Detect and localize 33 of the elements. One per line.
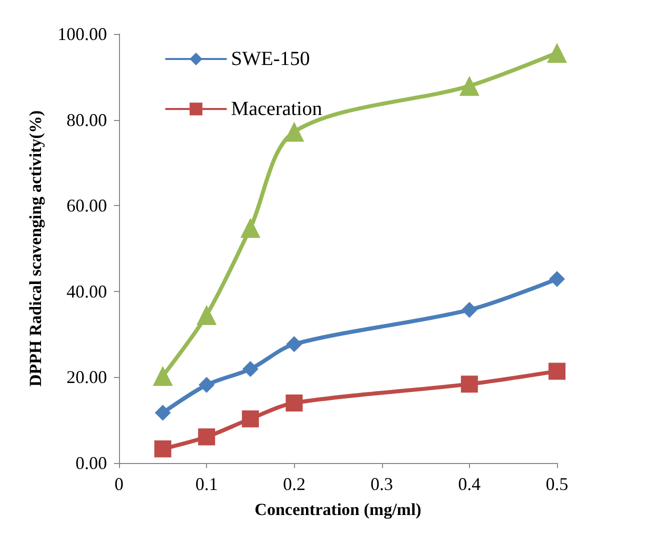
point	[198, 376, 215, 393]
point	[460, 376, 478, 393]
y-tick-label: 60.00	[66, 196, 107, 216]
legend-label: Maceration	[231, 98, 322, 120]
x-axis-title: Concentration (mg/ml)	[254, 500, 422, 519]
point	[196, 304, 217, 325]
point	[286, 394, 303, 412]
point	[198, 428, 216, 446]
y-tick-label: 0.00	[76, 453, 107, 473]
x-tick-label: 0.4	[458, 474, 481, 494]
point	[154, 404, 171, 421]
point	[242, 410, 259, 428]
x-tick-label: 0.1	[195, 474, 218, 494]
point	[242, 361, 258, 378]
x-tick-label: 0.2	[282, 474, 306, 494]
y-tick-label: 20.00	[66, 367, 107, 388]
point	[459, 76, 480, 96]
x-tick-label: 0.5	[546, 474, 568, 494]
point	[286, 336, 302, 352]
point	[154, 440, 172, 458]
x-tick-label: 0	[114, 474, 124, 494]
y-axis-title: DPPH Radical scavenging activity(%)	[26, 110, 45, 387]
y-tick-label: 100.00	[58, 24, 107, 44]
x-tick-label: 0.3	[370, 474, 394, 494]
point	[549, 270, 565, 287]
point	[547, 42, 567, 63]
point	[152, 366, 173, 386]
point	[548, 362, 566, 380]
point	[461, 302, 478, 318]
y-tick-label: 40.00	[66, 281, 107, 302]
legend-label: SWE-150	[231, 48, 310, 70]
y-tick-label: 80.00	[66, 110, 107, 130]
point	[240, 218, 260, 238]
